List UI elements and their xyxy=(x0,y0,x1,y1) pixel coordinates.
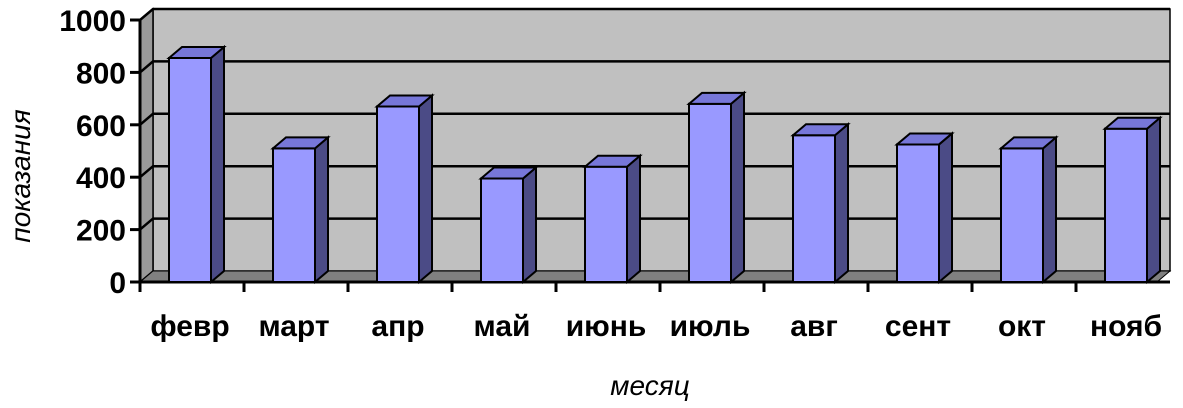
bar xyxy=(478,165,539,285)
bar-top xyxy=(166,45,227,59)
bar-side xyxy=(418,93,433,285)
side-wall xyxy=(139,7,154,284)
bar-side xyxy=(626,153,641,285)
y-tick-label: 800 xyxy=(76,57,126,90)
bar-top xyxy=(998,136,1059,150)
x-tick-label: март xyxy=(258,310,329,343)
bar-top xyxy=(374,94,435,108)
gridline xyxy=(139,60,1170,74)
bar xyxy=(686,90,747,285)
x-tick-label: нояб xyxy=(1090,310,1162,343)
gridline xyxy=(139,112,1170,126)
y-tick-label: 200 xyxy=(76,215,126,248)
bar-front xyxy=(480,177,524,283)
bar-front xyxy=(688,102,732,283)
bar xyxy=(270,135,331,285)
bar-top xyxy=(270,136,331,150)
x-tick-label: сент xyxy=(885,310,951,343)
bar-front xyxy=(272,147,316,283)
x-tick-label: июнь xyxy=(566,310,647,343)
bars xyxy=(166,44,1163,285)
y-tick-label: 400 xyxy=(76,162,126,195)
bar-side xyxy=(1146,115,1161,285)
y-tick-label: 600 xyxy=(76,110,126,143)
bar-front xyxy=(896,143,940,283)
bar-side xyxy=(314,135,329,285)
x-tick-label: май xyxy=(474,310,531,343)
bar-front xyxy=(1000,147,1044,283)
bar-side xyxy=(938,131,953,285)
bar-side xyxy=(730,90,745,285)
bar-top xyxy=(686,91,747,105)
bar xyxy=(790,122,851,285)
bar-side xyxy=(834,122,849,285)
bar xyxy=(166,44,227,285)
bar-top xyxy=(894,132,955,146)
bar xyxy=(998,135,1059,285)
bar-top xyxy=(582,154,643,168)
y-tick-label: 0 xyxy=(109,267,126,300)
bar xyxy=(1102,115,1163,285)
bar-side xyxy=(1042,135,1057,285)
x-axis-title: месяц xyxy=(610,370,689,401)
bar-side xyxy=(522,165,537,285)
x-tick-label: февр xyxy=(150,310,229,343)
y-tick-labels: 0 200 400 600 800 1000 xyxy=(59,5,126,300)
bar-front xyxy=(584,165,628,283)
y-tick-label: 1000 xyxy=(59,5,126,38)
y-axis-title: показания xyxy=(5,109,36,242)
bar-side xyxy=(210,44,225,285)
bar xyxy=(894,131,955,285)
x-tick-label: апр xyxy=(371,310,424,343)
bar-top xyxy=(790,123,851,137)
bar-front xyxy=(1104,127,1148,283)
bar xyxy=(582,153,643,285)
bar xyxy=(374,93,435,285)
bar-front xyxy=(168,56,212,283)
gridline xyxy=(139,7,1170,21)
x-tick-label: авг xyxy=(790,310,838,343)
bar-top xyxy=(1102,116,1163,130)
bar-top xyxy=(478,166,539,180)
x-tick-label: окт xyxy=(998,310,1046,343)
x-tick-label: июль xyxy=(670,310,751,343)
x-tick-labels: февр март апр май июнь июль авг сент окт нояб xyxy=(150,310,1162,343)
bar-front xyxy=(376,105,420,283)
bar-front xyxy=(792,134,836,283)
